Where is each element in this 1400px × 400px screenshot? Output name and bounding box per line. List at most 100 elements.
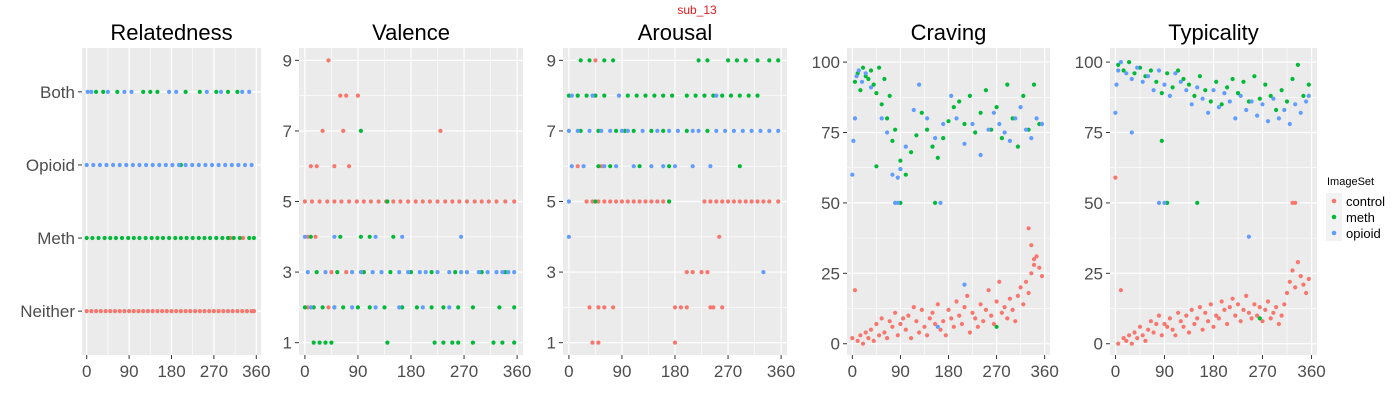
point-control — [344, 270, 349, 275]
point-opioid — [991, 110, 997, 115]
point-control — [244, 309, 249, 314]
point-meth — [914, 133, 919, 138]
legend-title: ImageSet — [1327, 176, 1374, 188]
point-meth — [131, 235, 136, 241]
point-control — [655, 199, 660, 204]
point-opioid — [183, 162, 188, 168]
point-meth — [652, 93, 657, 98]
point-opioid — [895, 175, 900, 180]
point-meth — [231, 235, 236, 241]
point-control — [1186, 330, 1192, 335]
point-control — [690, 270, 695, 275]
point-meth — [737, 93, 742, 98]
x-tick-label: 90 — [612, 362, 631, 381]
point-control — [339, 199, 344, 204]
point-meth — [320, 305, 325, 310]
point-control — [602, 199, 607, 204]
x-tick-label: 360 — [242, 362, 270, 381]
point-meth — [631, 128, 636, 133]
point-control — [584, 199, 589, 204]
point-control — [590, 199, 595, 204]
point-meth — [208, 235, 213, 241]
point-meth — [479, 270, 484, 275]
point-control — [1195, 316, 1200, 321]
point-meth — [302, 305, 307, 310]
point-control — [479, 199, 484, 204]
x-tick-label: 180 — [661, 362, 689, 381]
point-meth — [858, 88, 863, 93]
point-meth — [852, 79, 858, 84]
point-control — [1301, 282, 1306, 287]
point-opioid — [954, 116, 959, 121]
point-opioid — [859, 79, 865, 84]
point-control — [494, 199, 499, 204]
point-meth — [335, 270, 340, 275]
point-control — [117, 309, 122, 314]
point-opioid — [1114, 82, 1119, 87]
point-meth — [705, 58, 710, 63]
point-meth — [148, 89, 153, 94]
point-control — [1159, 333, 1164, 338]
figure-supertitle: sub_13 — [677, 3, 717, 17]
point-control — [999, 310, 1005, 315]
point-control — [643, 199, 648, 204]
point-meth — [962, 121, 967, 127]
x-tick-label: 180 — [157, 362, 185, 381]
point-opioid — [602, 164, 607, 169]
point-opioid — [616, 93, 622, 98]
point-meth — [1159, 91, 1164, 96]
point-meth — [1230, 76, 1235, 82]
point-opioid — [1244, 107, 1249, 113]
point-opioid — [104, 162, 109, 168]
point-meth — [400, 305, 405, 310]
point-control — [347, 199, 352, 204]
point-control — [962, 305, 967, 310]
point-opioid — [218, 89, 224, 94]
point-control — [731, 199, 737, 204]
point-control — [314, 164, 319, 169]
point-opioid — [1129, 76, 1134, 82]
point-control — [1013, 319, 1018, 324]
point-control — [127, 309, 132, 314]
point-opioid — [917, 82, 922, 87]
point-opioid — [614, 164, 619, 169]
legend-label: opioid — [1346, 226, 1381, 241]
point-opioid — [590, 93, 595, 98]
y-tick-label: 3 — [283, 263, 292, 282]
point-control — [341, 128, 346, 133]
point-control — [103, 309, 108, 314]
point-control — [898, 321, 903, 327]
point-opioid — [575, 128, 580, 133]
x-tick-label: 0 — [564, 362, 573, 381]
point-control — [1116, 341, 1121, 346]
point-opioid — [1034, 116, 1039, 121]
point-control — [678, 305, 684, 310]
point-control — [1015, 293, 1021, 298]
point-opioid — [978, 152, 983, 158]
point-control — [1238, 319, 1243, 324]
point-meth — [973, 130, 978, 135]
point-meth — [755, 58, 760, 63]
point-control — [326, 58, 331, 63]
point-meth — [491, 340, 496, 345]
x-tick-label: 0 — [82, 362, 91, 381]
point-opioid — [1113, 110, 1118, 115]
point-control — [1197, 305, 1202, 310]
point-meth — [167, 235, 172, 241]
point-control — [178, 309, 183, 314]
point-meth — [251, 235, 256, 241]
point-control — [1222, 307, 1227, 312]
point-control — [885, 336, 890, 341]
point-opioid — [850, 172, 855, 177]
point-meth — [1186, 82, 1192, 87]
point-control — [211, 309, 216, 314]
point-control — [435, 199, 440, 204]
point-opioid — [1013, 116, 1018, 121]
point-opioid — [1162, 200, 1167, 205]
point-meth — [874, 91, 879, 96]
point-control — [1039, 274, 1045, 279]
point-meth — [196, 235, 201, 241]
point-control — [1257, 305, 1262, 310]
point-control — [308, 164, 313, 169]
point-opioid — [236, 162, 241, 168]
